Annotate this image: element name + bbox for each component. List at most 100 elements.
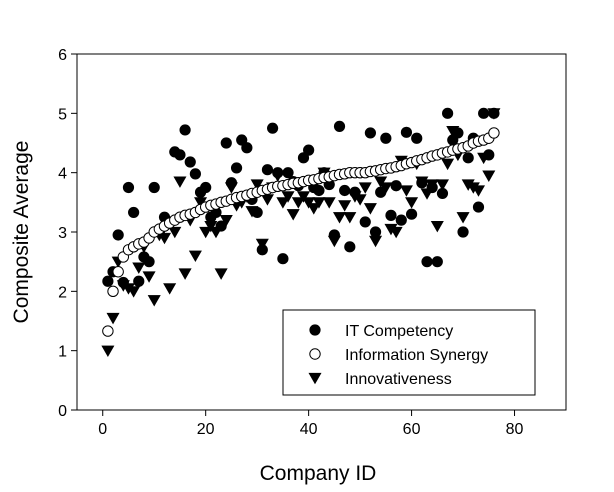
point-it-competency-55 bbox=[385, 209, 397, 221]
point-innovativeness-14 bbox=[173, 176, 187, 188]
point-innovativeness-43 bbox=[322, 197, 336, 209]
y-tick-label-3: 3 bbox=[58, 225, 67, 242]
x-tick-label-2: 40 bbox=[300, 421, 318, 438]
point-it-competency-14 bbox=[174, 149, 186, 161]
point-it-competency-19 bbox=[200, 181, 212, 194]
point-innovativeness-74 bbox=[482, 170, 496, 182]
point-it-competency-45 bbox=[333, 120, 346, 132]
point-innovativeness-5 bbox=[127, 286, 141, 298]
point-it-competency-17 bbox=[189, 168, 201, 180]
x-tick-label-3: 60 bbox=[403, 421, 421, 438]
point-innovativeness-67 bbox=[446, 126, 460, 138]
point-innovativeness-0 bbox=[101, 345, 115, 357]
point-information-synergy-1 bbox=[107, 285, 119, 298]
x-tick-label-0: 0 bbox=[98, 421, 107, 438]
legend-label-information-synergy: Information Synergy bbox=[345, 347, 488, 364]
point-innovativeness-37 bbox=[291, 197, 305, 209]
point-innovativeness-72 bbox=[471, 185, 486, 197]
point-information-synergy-75 bbox=[488, 127, 500, 139]
point-innovativeness-13 bbox=[168, 226, 182, 239]
point-innovativeness-23 bbox=[219, 215, 233, 227]
point-it-competency-15 bbox=[179, 124, 191, 136]
point-innovativeness-8 bbox=[142, 271, 156, 283]
legend: IT Competency Information Synergy Innovati… bbox=[282, 309, 536, 396]
point-innovativeness-56 bbox=[389, 226, 403, 239]
point-it-competency-70 bbox=[462, 152, 474, 164]
point-information-synergy-2 bbox=[112, 266, 124, 278]
point-innovativeness-47 bbox=[343, 212, 357, 224]
point-innovativeness-30 bbox=[255, 238, 269, 251]
point-innovativeness-65 bbox=[435, 179, 449, 191]
plot-area bbox=[101, 107, 501, 357]
point-it-competency-64 bbox=[431, 256, 443, 268]
point-it-competency-6 bbox=[133, 275, 145, 287]
point-innovativeness-45 bbox=[332, 212, 347, 224]
y-tick-label-6: 6 bbox=[58, 47, 67, 64]
point-it-competency-26 bbox=[236, 134, 248, 146]
point-innovativeness-53 bbox=[374, 176, 388, 188]
point-innovativeness-66 bbox=[441, 158, 455, 171]
point-innovativeness-54 bbox=[379, 182, 393, 194]
point-it-competency-54 bbox=[380, 132, 392, 144]
point-innovativeness-44 bbox=[327, 235, 341, 248]
point-innovativeness-36 bbox=[286, 209, 300, 221]
point-it-competency-23 bbox=[220, 137, 232, 149]
legend-marker-it-competency bbox=[309, 324, 321, 336]
point-it-competency-47 bbox=[344, 241, 356, 253]
point-it-competency-62 bbox=[421, 256, 433, 268]
point-it-competency-46 bbox=[339, 184, 351, 197]
point-innovativeness-12 bbox=[163, 283, 177, 295]
point-innovativeness-20 bbox=[204, 220, 218, 233]
point-innovativeness-19 bbox=[199, 226, 213, 239]
point-innovativeness-33 bbox=[271, 170, 285, 182]
point-it-competency-5 bbox=[128, 206, 140, 219]
point-it-competency-38 bbox=[297, 152, 310, 164]
point-it-competency-69 bbox=[457, 226, 469, 238]
point-innovativeness-69 bbox=[456, 212, 470, 224]
y-tick-label-1: 1 bbox=[58, 344, 67, 361]
point-it-competency-73 bbox=[478, 107, 490, 119]
point-it-competency-41 bbox=[313, 184, 325, 197]
point-innovativeness-39 bbox=[302, 197, 316, 209]
point-innovativeness-1 bbox=[106, 312, 120, 325]
point-it-competency-66 bbox=[442, 107, 454, 119]
y-tick-label-0: 0 bbox=[58, 403, 67, 420]
point-it-competency-31 bbox=[261, 164, 274, 176]
y-axis-title: Composite Average bbox=[10, 141, 33, 324]
point-innovativeness-51 bbox=[363, 203, 377, 215]
point-it-competency-16 bbox=[184, 156, 196, 168]
point-it-competency-4 bbox=[122, 181, 135, 194]
point-innovativeness-22 bbox=[214, 268, 228, 280]
legend-label-it-competency: IT Competency bbox=[345, 323, 453, 340]
y-tick-label-4: 4 bbox=[58, 166, 67, 183]
point-it-competency-2 bbox=[112, 229, 124, 241]
point-information-synergy-0 bbox=[102, 325, 114, 337]
series-information-synergy bbox=[102, 127, 500, 337]
point-it-competency-60 bbox=[411, 132, 423, 144]
point-it-competency-39 bbox=[303, 144, 315, 156]
y-tick-label-2: 2 bbox=[58, 284, 67, 301]
point-innovativeness-50 bbox=[358, 182, 372, 194]
point-innovativeness-41 bbox=[312, 197, 326, 209]
point-innovativeness-40 bbox=[307, 203, 321, 215]
x-tick-label-1: 20 bbox=[197, 421, 215, 438]
point-innovativeness-73 bbox=[477, 152, 491, 165]
point-innovativeness-59 bbox=[405, 197, 419, 209]
point-it-competency-32 bbox=[266, 122, 279, 134]
legend-label-innovativeness: Innovativeness bbox=[345, 371, 452, 388]
point-innovativeness-61 bbox=[415, 176, 429, 188]
point-innovativeness-38 bbox=[296, 191, 311, 203]
point-innovativeness-17 bbox=[188, 250, 202, 263]
point-innovativeness-75 bbox=[487, 108, 501, 120]
point-innovativeness-58 bbox=[399, 185, 413, 197]
point-innovativeness-15 bbox=[178, 268, 192, 280]
x-tick-label-4: 80 bbox=[506, 421, 524, 438]
point-innovativeness-29 bbox=[250, 179, 264, 191]
point-innovativeness-64 bbox=[430, 220, 444, 233]
point-it-competency-27 bbox=[241, 142, 253, 154]
point-it-competency-8 bbox=[143, 256, 155, 268]
legend-marker-innovativeness bbox=[308, 372, 322, 385]
point-it-competency-59 bbox=[405, 208, 418, 220]
point-innovativeness-52 bbox=[369, 235, 383, 248]
legend-box bbox=[282, 309, 536, 396]
